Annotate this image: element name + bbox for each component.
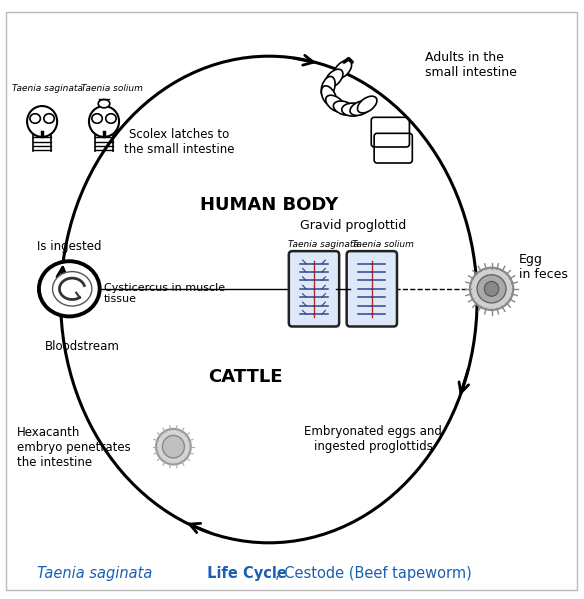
Text: Taenia saginata: Taenia saginata [288, 240, 359, 249]
Ellipse shape [44, 114, 54, 123]
Text: Is ingested: Is ingested [37, 240, 102, 253]
Text: CATTLE: CATTLE [208, 368, 283, 386]
FancyBboxPatch shape [289, 251, 339, 326]
Ellipse shape [350, 101, 371, 116]
Text: Scolex latches to
the small intestine: Scolex latches to the small intestine [124, 128, 234, 156]
Ellipse shape [156, 429, 191, 464]
Text: Life Cycle: Life Cycle [202, 566, 287, 581]
Ellipse shape [92, 114, 102, 123]
Ellipse shape [106, 114, 116, 123]
Ellipse shape [342, 103, 364, 116]
Ellipse shape [89, 106, 119, 137]
Text: Embryonated eggs and
ingested proglottids: Embryonated eggs and ingested proglottid… [304, 425, 442, 453]
Ellipse shape [162, 435, 185, 458]
Ellipse shape [326, 95, 345, 112]
FancyBboxPatch shape [347, 251, 397, 326]
Ellipse shape [333, 101, 354, 115]
Text: Taenia solium: Taenia solium [353, 240, 414, 249]
Ellipse shape [53, 271, 92, 306]
Ellipse shape [321, 77, 335, 98]
Text: Bloodstream: Bloodstream [44, 340, 119, 353]
Text: Gravid proglottid: Gravid proglottid [300, 219, 406, 232]
Ellipse shape [470, 268, 513, 310]
Text: HUMAN BODY: HUMAN BODY [200, 195, 338, 214]
Ellipse shape [325, 69, 343, 87]
Text: Adults in the
small intestine: Adults in the small intestine [425, 51, 517, 79]
Text: Cysticercus in muscle
tissue: Cysticercus in muscle tissue [104, 283, 225, 304]
Ellipse shape [27, 106, 57, 137]
Ellipse shape [98, 99, 110, 108]
Ellipse shape [321, 86, 336, 107]
Text: Egg
in feces: Egg in feces [519, 253, 568, 281]
Text: Taenia saginata: Taenia saginata [37, 566, 153, 581]
Ellipse shape [477, 275, 506, 303]
Ellipse shape [357, 96, 377, 113]
Text: Taenia solium: Taenia solium [81, 84, 142, 93]
Text: , Cestode (Beef tapeworm): , Cestode (Beef tapeworm) [274, 566, 471, 581]
Ellipse shape [333, 60, 352, 78]
FancyBboxPatch shape [6, 11, 577, 590]
Ellipse shape [30, 114, 40, 123]
Ellipse shape [484, 282, 499, 297]
Ellipse shape [39, 261, 100, 316]
Text: Taenia saginata: Taenia saginata [12, 84, 83, 93]
Text: Hexacanth
embryo penetrates
the intestine: Hexacanth embryo penetrates the intestin… [18, 426, 131, 470]
